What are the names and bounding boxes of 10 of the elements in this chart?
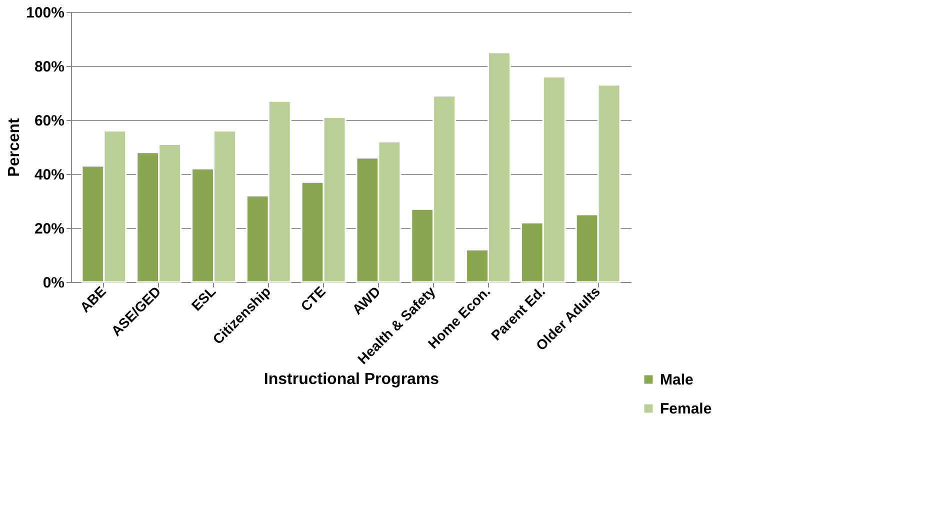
y-tick-label: 80% <box>34 58 64 76</box>
legend-label: Male <box>660 372 694 388</box>
y-axis-title: Percent <box>6 117 24 177</box>
y-tick-label: 100% <box>26 4 64 22</box>
y-tick-label: 0% <box>42 274 64 292</box>
legend-label: Female <box>660 400 712 418</box>
x-axis-title: Instructional Programs <box>264 371 440 388</box>
y-tick-label: 20% <box>34 220 64 238</box>
y-tick-label: 40% <box>34 166 64 184</box>
y-tick-label: 60% <box>34 112 64 130</box>
